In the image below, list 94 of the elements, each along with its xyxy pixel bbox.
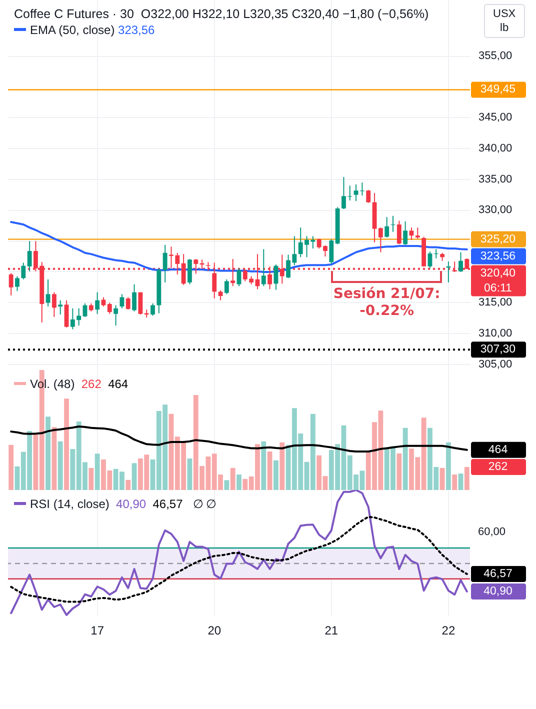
legend-label: EMA (50, close) — [30, 23, 115, 37]
candlestick — [64, 300, 69, 328]
bar — [458, 474, 464, 490]
text: 40,90 — [484, 586, 512, 598]
candlestick — [15, 276, 20, 292]
bar — [94, 454, 100, 490]
x-tick-label: 22 — [442, 624, 456, 638]
bar — [46, 416, 51, 490]
text: 464 — [488, 444, 508, 456]
legend-label: Vol. (48) — [30, 377, 75, 391]
candlestick — [415, 227, 420, 240]
bar — [261, 441, 266, 490]
ref-line-label: 325,20 — [480, 233, 516, 246]
ref-line-label: 320,40 — [480, 267, 516, 280]
annotation: 464 — [107, 377, 130, 391]
y-tick-label: 310,00 — [478, 328, 512, 340]
candlestick — [120, 294, 124, 309]
ref-line-label: 349,45 — [480, 84, 516, 96]
bar — [280, 442, 285, 490]
candlestick — [132, 284, 136, 312]
candlestick — [101, 296, 106, 307]
candlestick — [403, 220, 408, 246]
candlestick — [95, 292, 100, 314]
candlestick — [46, 278, 50, 307]
candlestick — [224, 278, 229, 295]
y-tick-label: 335,00 — [478, 173, 512, 186]
candlestick — [378, 227, 383, 253]
bar — [267, 451, 272, 490]
y-tick-label: 330,00 — [478, 204, 512, 216]
bar — [230, 468, 236, 490]
candlestick — [218, 290, 223, 301]
text: 46,57 — [484, 568, 512, 580]
bar — [396, 453, 402, 490]
bar — [224, 480, 230, 490]
candlestick — [52, 292, 56, 318]
candlestick — [188, 258, 192, 285]
candlestick — [114, 304, 118, 326]
annotation: ∅ ∅ — [192, 497, 216, 511]
candlestick — [162, 244, 168, 283]
annotation: Sesión 21/07: -0.22% — [332, 286, 442, 320]
text: 60,00 — [478, 526, 506, 538]
y-tick-label: 345,00 — [478, 112, 512, 124]
candlestick — [236, 268, 242, 287]
candlestick — [27, 240, 32, 272]
text: 323,56 — [118, 23, 155, 37]
candlestick — [384, 216, 390, 238]
candlestick — [21, 262, 26, 280]
text: 262 — [488, 460, 508, 473]
bar — [464, 466, 470, 490]
bar — [8, 444, 14, 490]
candlestick — [428, 251, 432, 269]
x-tick-label: 20 — [208, 624, 222, 638]
bar — [58, 441, 63, 490]
text: USX — [493, 8, 516, 20]
legend-label: RSI (14, close) — [30, 497, 110, 511]
bar — [88, 468, 94, 490]
annotation: 262 — [80, 377, 102, 391]
candlestick — [366, 189, 371, 204]
candlestick — [409, 227, 414, 240]
candlestick — [138, 292, 143, 315]
candlestick — [58, 300, 63, 315]
bar — [132, 463, 137, 490]
bar — [452, 474, 458, 490]
candlestick — [261, 248, 266, 287]
bar — [187, 458, 192, 490]
x-tick-label: 21 — [324, 624, 338, 638]
candlestick — [329, 238, 334, 264]
bar — [52, 427, 57, 490]
bar — [402, 428, 408, 490]
y-tick-label: 355,00 — [478, 50, 512, 62]
text: 06:11 — [484, 282, 512, 294]
candlestick — [458, 252, 463, 272]
annotation: 40,90 — [115, 497, 148, 511]
candlestick — [274, 264, 278, 290]
candlestick — [126, 296, 130, 310]
y-tick-label: 305,00 — [478, 358, 512, 370]
data-label: 323,56 — [480, 250, 516, 262]
x-tick-label: 17 — [90, 624, 104, 638]
ref-line-label: 307,30 — [480, 344, 516, 356]
candlestick — [396, 220, 402, 245]
y-tick-label: 340,00 — [478, 142, 512, 154]
y-tick-label: 315,00 — [478, 296, 512, 309]
candlestick — [8, 272, 14, 296]
chart-title: Coffee C Futures · 30 O322,00 H322,10 L320,35 C320,40 −1,80 (−0,56%) — [14, 7, 429, 21]
bar — [446, 442, 451, 490]
text: lb — [500, 22, 509, 34]
bar — [126, 480, 131, 490]
candlestick — [107, 302, 112, 314]
candlestick — [150, 302, 155, 316]
bar — [440, 468, 445, 490]
bar — [236, 474, 242, 490]
bar — [273, 460, 278, 490]
annotation: 46,57 — [152, 497, 184, 511]
bar — [64, 398, 69, 490]
